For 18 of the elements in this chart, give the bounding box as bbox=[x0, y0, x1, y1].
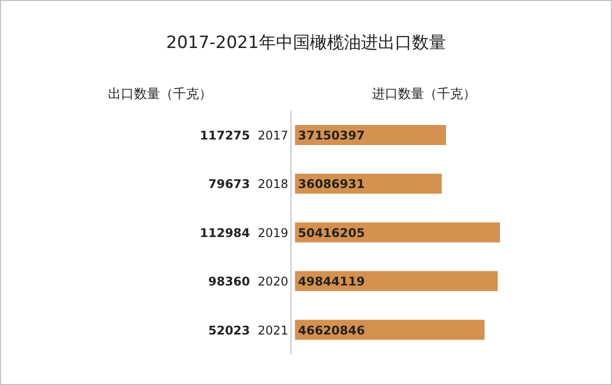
series-label: 进口数量（千克） bbox=[372, 87, 476, 102]
data-label: 37150397 bbox=[298, 128, 365, 142]
text: 出口数量（千克） bbox=[108, 87, 212, 102]
title: 2017-2021年中国橄榄油进出口数量 bbox=[166, 33, 446, 53]
text: 117275 bbox=[200, 128, 250, 142]
text: 79673 bbox=[208, 177, 250, 192]
y-tick-label: 2018 bbox=[258, 177, 288, 192]
data-label: 49844119 bbox=[298, 274, 365, 289]
text: 112984 bbox=[200, 226, 250, 240]
text: 98360 bbox=[208, 274, 250, 289]
data-label: 50416205 bbox=[298, 226, 365, 240]
y-tick-label: 2019 bbox=[258, 226, 288, 240]
data-label: 46620846 bbox=[298, 323, 365, 338]
y-tick-label: 2020 bbox=[258, 274, 288, 289]
y-tick-label: 2017 bbox=[258, 128, 288, 142]
y-tick-label: 2021 bbox=[258, 323, 288, 338]
data-label: 36086931 bbox=[298, 177, 365, 192]
text: 52023 bbox=[208, 323, 250, 338]
